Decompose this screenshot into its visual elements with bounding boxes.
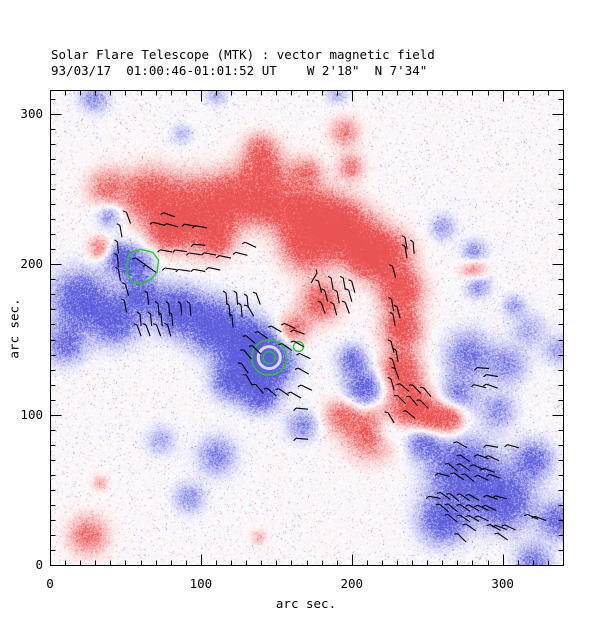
axis-frame-and-ticks bbox=[50, 90, 564, 566]
x-tick-label: 100 bbox=[189, 576, 213, 591]
field-contour bbox=[250, 339, 288, 376]
field-contour bbox=[262, 350, 276, 365]
plot-title: Solar Flare Telescope (MTK) : vector mag… bbox=[51, 47, 435, 62]
plot-subtitle: 93/03/17 01:00:46-01:01:52 UT W 2'18" N … bbox=[51, 63, 428, 78]
y-tick-label: 100 bbox=[20, 406, 43, 422]
y-tick-label: 200 bbox=[20, 256, 43, 272]
magnetogram-field-canvas bbox=[50, 90, 563, 565]
x-tick-label: 0 bbox=[46, 576, 54, 591]
y-tick-label: 300 bbox=[20, 106, 43, 122]
x-tick-label: 200 bbox=[340, 576, 364, 591]
field-contour bbox=[126, 248, 160, 285]
x-axis-title: arc sec. bbox=[275, 596, 337, 611]
y-tick-label: 0 bbox=[35, 557, 43, 572]
white-ring bbox=[256, 345, 282, 371]
y-axis-title: arc sec. bbox=[6, 298, 22, 359]
x-tick-label: 300 bbox=[491, 576, 514, 591]
magnetic-vectors bbox=[114, 210, 547, 543]
